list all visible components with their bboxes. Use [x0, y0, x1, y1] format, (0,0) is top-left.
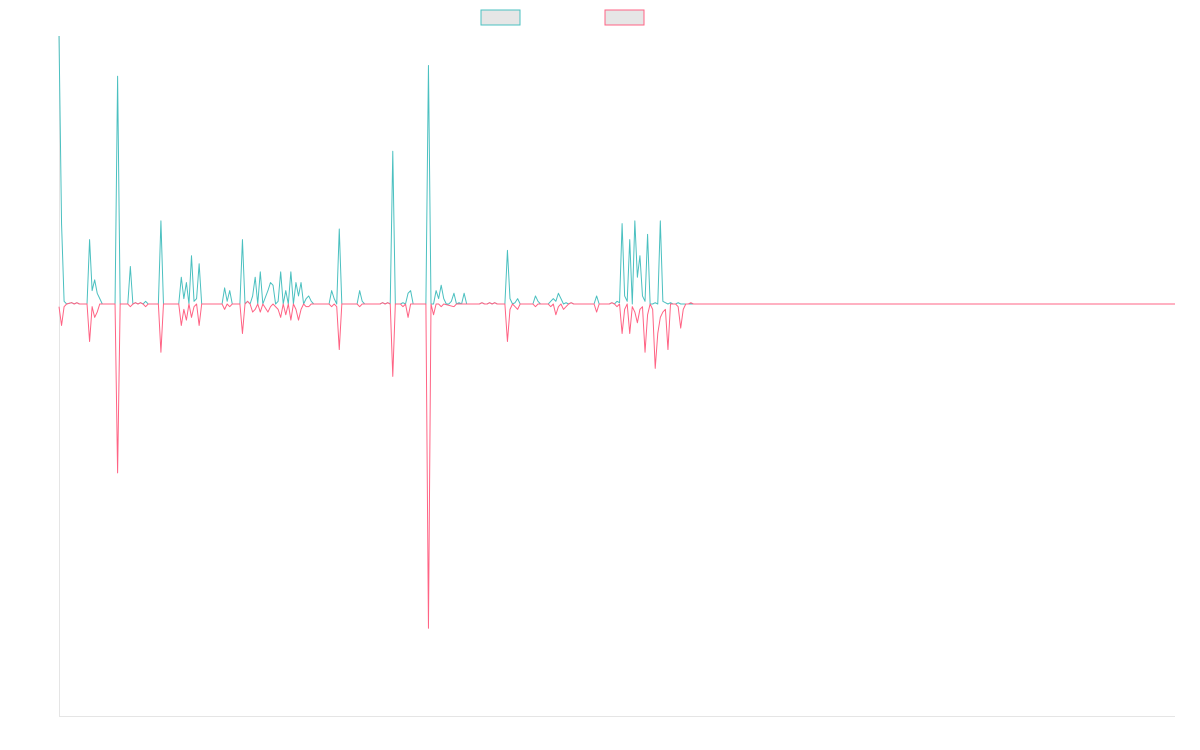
legend-swatch-1[interactable] [480, 9, 521, 26]
plot-area [58, 35, 1175, 629]
legend-swatch-2[interactable] [604, 9, 645, 26]
series-line-2 [58, 300, 1175, 629]
legend [480, 9, 645, 26]
series-line-1 [58, 35, 1175, 305]
